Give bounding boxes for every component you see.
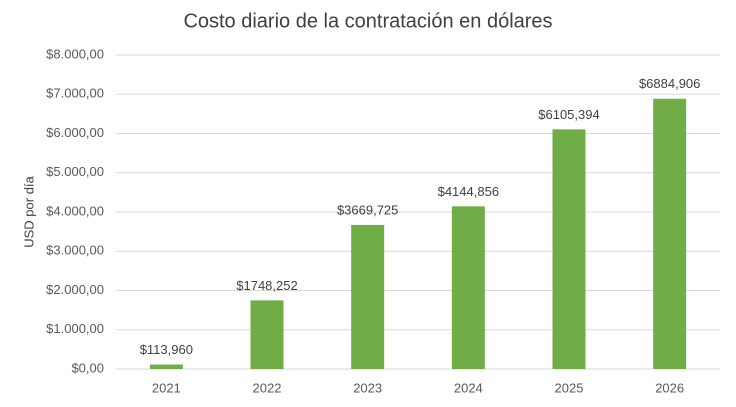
y-axis-label: USD por día (21, 175, 36, 247)
y-tick-label: $8.000,00 (46, 46, 104, 61)
data-label: $1748,252 (236, 278, 297, 293)
data-label: $6884,906 (639, 76, 700, 91)
bar (149, 364, 183, 369)
y-tick-label: $5.000,00 (46, 164, 104, 179)
bar (451, 206, 485, 369)
bar (653, 98, 687, 369)
y-tick-label: $0,00 (71, 360, 104, 375)
y-tick-label: $3.000,00 (46, 243, 104, 258)
x-tick-label: 2025 (555, 380, 584, 395)
y-tick-label: $1.000,00 (46, 321, 104, 336)
data-label: $113,960 (140, 342, 193, 357)
data-label: $4144,856 (438, 184, 499, 199)
data-label: $3669,725 (337, 202, 398, 217)
bar (250, 300, 284, 369)
data-label: $6105,394 (538, 107, 599, 122)
bar (552, 129, 586, 369)
y-tick-label: $4.000,00 (46, 203, 104, 218)
y-tick-label: $7.000,00 (46, 86, 104, 101)
y-tick-label: $2.000,00 (46, 282, 104, 297)
x-tick-label: 2021 (152, 380, 181, 395)
chart-title: Costo diario de la contratación en dólar… (183, 10, 552, 32)
bar (351, 224, 385, 369)
x-tick-label: 2022 (253, 380, 282, 395)
x-tick-label: 2023 (353, 380, 382, 395)
x-tick-label: 2024 (454, 380, 483, 395)
x-tick-label: 2026 (655, 380, 684, 395)
y-tick-label: $6.000,00 (46, 125, 104, 140)
